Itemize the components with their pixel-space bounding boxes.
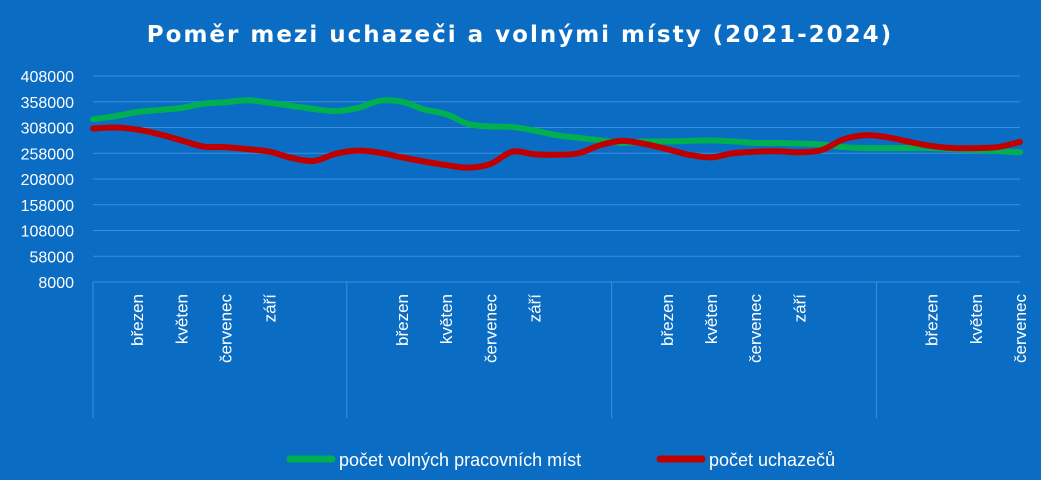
x-tick-label: květen bbox=[702, 294, 721, 344]
x-tick-label: březen bbox=[923, 294, 942, 346]
chart-title: Poměr mezi uchazeči a volnými místy (202… bbox=[147, 22, 893, 48]
series-line-1 bbox=[90, 97, 1023, 156]
x-tick-label: březen bbox=[393, 294, 412, 346]
x-tick-label: červenec bbox=[216, 294, 235, 363]
y-tick-label: 158000 bbox=[21, 198, 74, 215]
x-tick-label: září bbox=[261, 294, 280, 323]
x-tick-label: březen bbox=[658, 294, 677, 346]
gridlines bbox=[93, 75, 1020, 283]
x-tick-label: květen bbox=[967, 294, 986, 344]
y-tick-label: 358000 bbox=[21, 95, 74, 112]
x-tick-label: září bbox=[525, 294, 544, 323]
x-axis-ticks: březen květen červenec září březen květen červ… bbox=[128, 294, 1030, 363]
legend: počet volných pracovních míst počet uchaz… bbox=[286, 450, 835, 470]
x-tick-label: květen bbox=[172, 294, 191, 344]
y-tick-label: 108000 bbox=[21, 224, 74, 241]
x-tick-label: červenec bbox=[746, 294, 765, 363]
y-tick-label: 208000 bbox=[21, 172, 74, 189]
series-line-2 bbox=[90, 124, 1023, 171]
y-axis-ticks: 8000 58000 108000 158000 208000 258000 308000 3… bbox=[21, 69, 74, 292]
legend-label-1: počet volných pracovních míst bbox=[339, 450, 581, 470]
x-tick-label: březen bbox=[128, 294, 147, 346]
x-tick-label: květen bbox=[437, 294, 456, 344]
x-tick-label: červenec bbox=[1011, 294, 1030, 363]
x-tick-label: červenec bbox=[481, 294, 500, 363]
legend-label-2: počet uchazečů bbox=[709, 450, 835, 470]
y-tick-label: 408000 bbox=[21, 69, 74, 86]
y-tick-label: 58000 bbox=[30, 249, 75, 266]
y-tick-label: 8000 bbox=[38, 275, 74, 292]
y-tick-label: 258000 bbox=[21, 146, 74, 163]
y-tick-label: 308000 bbox=[21, 121, 74, 138]
series-lines bbox=[90, 97, 1023, 171]
x-axis-separators bbox=[92, 282, 878, 418]
x-tick-label: září bbox=[790, 294, 809, 323]
